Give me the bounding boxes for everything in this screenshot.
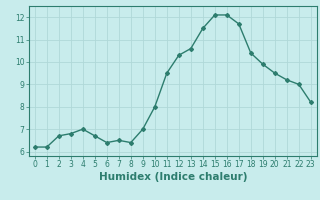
X-axis label: Humidex (Indice chaleur): Humidex (Indice chaleur) <box>99 172 247 182</box>
